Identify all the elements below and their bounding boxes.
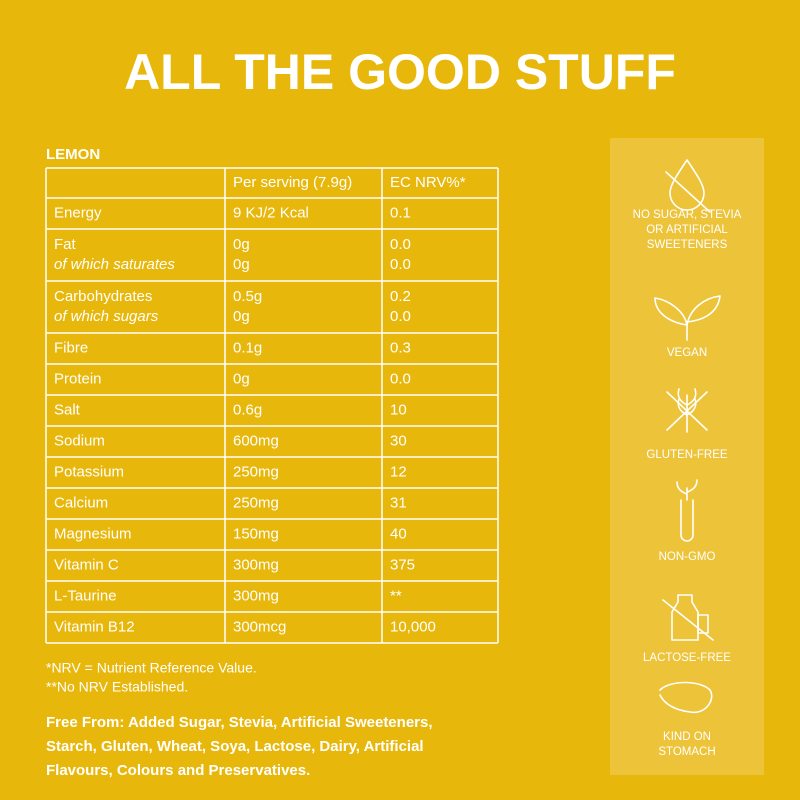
table-cell: of which saturates: [54, 256, 175, 273]
table-cell: Potassium: [54, 463, 124, 480]
table-cell: 0g: [233, 308, 250, 325]
badge-label: NO SUGAR, STEVIA: [633, 209, 742, 221]
table-cell: 0.2: [390, 288, 411, 305]
table-cell: **: [390, 587, 402, 604]
table-cell: of which sugars: [54, 308, 159, 325]
footnote: *NRV = Nutrient Reference Value.: [46, 660, 257, 676]
table-cell: 0.6g: [233, 401, 262, 418]
badge-label: LACTOSE-FREE: [643, 652, 731, 664]
table-cell: 0.0: [390, 256, 411, 273]
table-cell: Fibre: [54, 339, 88, 356]
table-cell: Carbohydrates: [54, 288, 152, 305]
table-cell: 0g: [233, 370, 250, 387]
table-cell: 250mg: [233, 463, 279, 480]
badge-label: NON-GMO: [659, 551, 716, 563]
badge-label: VEGAN: [667, 347, 707, 359]
badge-label: STOMACH: [658, 746, 715, 758]
table-cell: Energy: [54, 204, 102, 221]
table-cell: 375: [390, 556, 415, 573]
badge-label: GLUTEN-FREE: [646, 449, 727, 461]
table-cell: Calcium: [54, 494, 108, 511]
free-from: Starch, Gluten, Wheat, Soya, Lactose, Da…: [46, 738, 424, 755]
table-header: EC NRV%*: [390, 174, 466, 191]
table-cell: 10: [390, 401, 407, 418]
table-cell: L-Taurine: [54, 587, 117, 604]
table-cell: 40: [390, 525, 407, 542]
badge-label: SWEETENERS: [647, 239, 728, 251]
badge-label: OR ARTIFICIAL: [646, 224, 728, 236]
free-from: Flavours, Colours and Preservatives.: [46, 762, 310, 779]
table-cell: 150mg: [233, 525, 279, 542]
flavour: LEMON: [46, 146, 100, 163]
footnote: **No NRV Established.: [46, 679, 188, 695]
table-cell: Salt: [54, 401, 81, 418]
table-cell: 300mg: [233, 587, 279, 604]
table-cell: 0.3: [390, 339, 411, 356]
table-cell: 12: [390, 463, 407, 480]
table-cell: Fat: [54, 236, 77, 253]
table-cell: 300mg: [233, 556, 279, 573]
table-cell: 9 KJ/2 Kcal: [233, 204, 309, 221]
table-cell: 0.1g: [233, 339, 262, 356]
table-cell: 31: [390, 494, 407, 511]
badge-panel: [610, 138, 764, 775]
badges: NO SUGAR, STEVIA OR ARTIFICIAL SWEETENERS V…: [633, 209, 742, 758]
table-cell: 0.0: [390, 308, 411, 325]
table-cell: 300mcg: [233, 618, 286, 635]
table-cell: Sodium: [54, 432, 105, 449]
table-cell: 0.5g: [233, 288, 262, 305]
table-cell: 0g: [233, 256, 250, 273]
table-cell: 250mg: [233, 494, 279, 511]
table-cell: 30: [390, 432, 407, 449]
table-cell: 0.0: [390, 370, 411, 387]
table-cell: 0g: [233, 236, 250, 253]
table-cell: 600mg: [233, 432, 279, 449]
title: ALL THE GOOD STUFF: [124, 44, 676, 100]
table-cell: Vitamin B12: [54, 618, 135, 635]
table-cell: 0.1: [390, 204, 411, 221]
free-from: Free From: Added Sugar, Stevia, Artifici…: [46, 714, 433, 731]
icons: [654, 159, 721, 714]
table-cell: Protein: [54, 370, 102, 387]
table-header: Per serving (7.9g): [233, 174, 352, 191]
table-cell: 0.0: [390, 236, 411, 253]
table-cell: Magnesium: [54, 525, 132, 542]
table-cell: Vitamin C: [54, 556, 119, 573]
table-cell: 10,000: [390, 618, 436, 635]
badge-label: KIND ON: [663, 731, 711, 743]
